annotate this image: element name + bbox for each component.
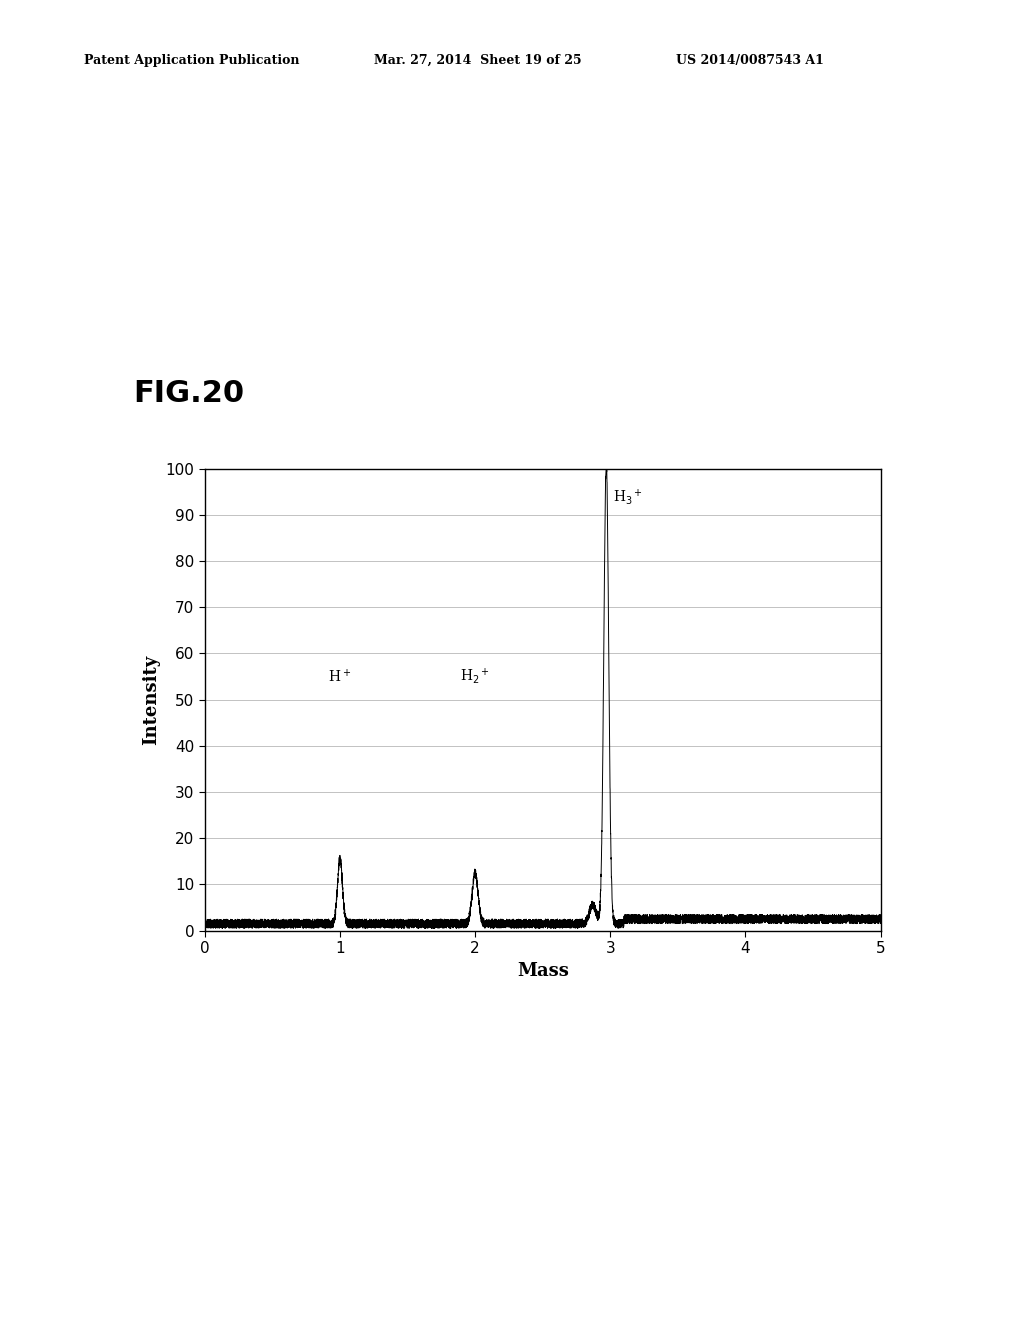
Text: Mar. 27, 2014  Sheet 19 of 25: Mar. 27, 2014 Sheet 19 of 25	[374, 54, 582, 67]
Text: H$_3$$^+$: H$_3$$^+$	[613, 487, 643, 507]
Text: Patent Application Publication: Patent Application Publication	[84, 54, 299, 67]
Y-axis label: Intensity: Intensity	[142, 655, 160, 744]
X-axis label: Mass: Mass	[517, 961, 568, 979]
Text: FIG.20: FIG.20	[133, 379, 245, 408]
Text: US 2014/0087543 A1: US 2014/0087543 A1	[676, 54, 823, 67]
Text: H$^+$: H$^+$	[329, 668, 351, 686]
Text: H$_2$$^+$: H$_2$$^+$	[460, 667, 490, 686]
